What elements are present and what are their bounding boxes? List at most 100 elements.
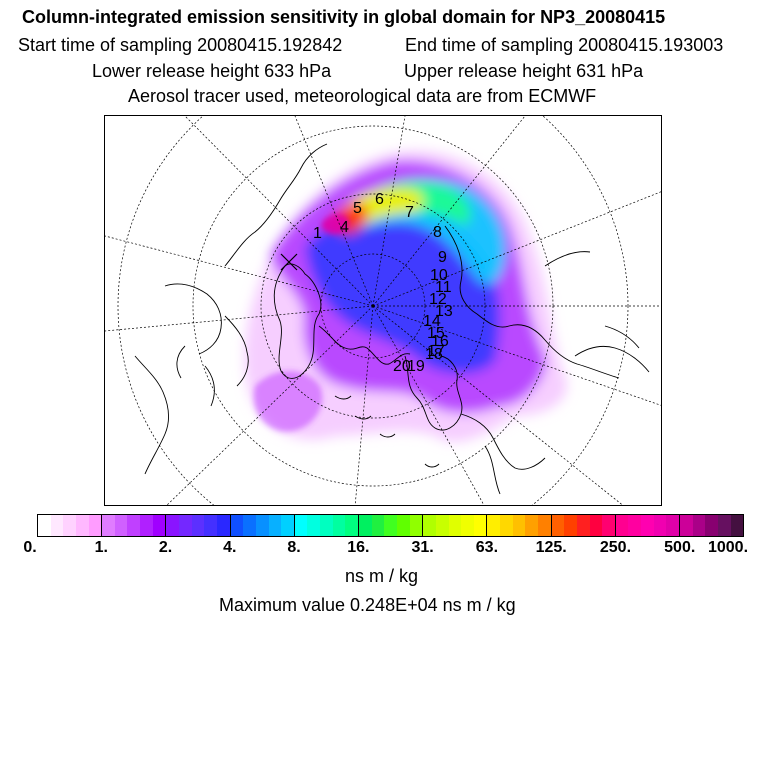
colorbar-swatch (628, 515, 642, 536)
plume-core-magenta (321, 214, 350, 235)
colorbar-swatch (63, 515, 76, 536)
max-value-label: Maximum value 0.248E+04 ns m / kg (219, 595, 516, 615)
colorbar-swatch (268, 515, 282, 536)
coast-north-america-south (134, 355, 170, 475)
colorbar-swatch (358, 515, 372, 536)
colorbar-swatch (564, 515, 577, 536)
traj-label-17: 17 (427, 343, 445, 360)
colorbar (37, 514, 744, 537)
colorbar-tick-label: 250. (599, 539, 632, 556)
colorbar-tick-label: 2. (158, 539, 173, 556)
colorbar-swatch (293, 515, 308, 536)
colorbar-swatch (101, 515, 115, 536)
trajectory-labels: 1 4 5 6 7 8 9 10 11 12 13 14 15 16 17 18… (313, 191, 453, 375)
colorbar-swatch (191, 515, 205, 536)
colorbar-swatch (614, 515, 629, 536)
dateline-marker (280, 253, 298, 271)
coast-small-islands (334, 395, 440, 468)
colorbar-swatch (307, 515, 321, 536)
colorbar-swatch (679, 515, 693, 536)
colorbar-tick-label: 500. (664, 539, 696, 556)
coast-asia-east (544, 251, 650, 373)
coast-europe (460, 413, 546, 495)
map-panel: 1 4 5 6 7 8 9 10 11 12 13 14 15 16 17 18… (104, 115, 662, 506)
traj-label-10: 10 (430, 267, 448, 284)
colorbar-swatch (409, 515, 423, 536)
colorbar-swatch (75, 515, 89, 536)
colorbar-swatch (88, 515, 102, 536)
traj-label-14: 14 (423, 313, 441, 330)
colorbar-swatch (127, 515, 141, 536)
colorbar-swatch (486, 515, 501, 536)
colorbar-swatch (345, 515, 359, 536)
traj-label-16: 16 (431, 333, 449, 350)
lower-height-label: Lower release height 633 hPa (92, 61, 332, 81)
coastlines (134, 143, 650, 495)
colorbar-tick-labels: 0. 1. 2. 4. 8. 16. 31. 63. 125. 250. 500. 1000. (0, 539, 768, 559)
colorbar-units-label: ns m / kg (345, 566, 419, 586)
colorbar-tick-label: 16. (347, 539, 370, 556)
coast-alaska-canada (224, 143, 328, 267)
colorbar-swatch (50, 515, 64, 536)
traj-label-8: 8 (433, 224, 442, 241)
colorbar-swatch (576, 515, 590, 536)
colorbar-swatch (204, 515, 217, 536)
coast-scandinavia (404, 355, 463, 431)
colorbar-swatch (255, 515, 269, 536)
colorbar-swatch (243, 515, 256, 536)
colorbar-swatch (666, 515, 680, 536)
coast-siberia-north (444, 225, 620, 379)
traj-label-1: 1 (313, 225, 322, 242)
traj-label-6: 6 (375, 191, 384, 208)
colorbar-swatch (216, 515, 230, 536)
colorbar-tick-label: 125. (535, 539, 567, 556)
colorbar-swatch (512, 515, 526, 536)
traj-label-15: 15 (427, 325, 445, 342)
colorbar-swatch (500, 515, 513, 536)
tracer-info-label: Aerosol tracer used, meteorological data… (128, 86, 597, 106)
colorbar-swatch (525, 515, 538, 536)
colorbar-swatch (384, 515, 397, 536)
colorbar-swatch (461, 515, 474, 536)
colorbar-swatch (550, 515, 565, 536)
colorbar-swatch (281, 515, 294, 536)
traj-label-9: 9 (438, 249, 447, 266)
colorbar-swatch (422, 515, 436, 536)
colorbar-swatch (152, 515, 166, 536)
colorbar-tick-label: 1. (94, 539, 108, 556)
end-time-label: End time of sampling 20080415.193003 (405, 35, 724, 55)
colorbar-swatch (653, 515, 667, 536)
colorbar-tick-label: 31. (411, 539, 434, 556)
colorbar-tick-label: 0. (23, 539, 37, 556)
colorbar-swatch (730, 515, 744, 536)
colorbar-swatch (114, 515, 128, 536)
colorbar-swatch (396, 515, 410, 536)
colorbar-tick-label: 8. (287, 539, 301, 556)
traj-label-12: 12 (429, 291, 447, 308)
coast-greenland-east (273, 263, 322, 379)
colorbar-swatch (589, 515, 603, 536)
polar-map: 1 4 5 6 7 8 9 10 11 12 13 14 15 16 17 18… (105, 116, 661, 505)
colorbar-tick-label: 1000. (707, 539, 749, 556)
colorbar-swatch (435, 515, 449, 536)
colorbar-swatch (38, 515, 51, 536)
colorbar-swatch (165, 515, 180, 536)
colorbar-swatch (371, 515, 385, 536)
traj-label-11: 11 (435, 279, 452, 296)
map-title: Column-integrated emission sensitivity i… (22, 7, 666, 27)
traj-label-19: 19 (407, 358, 425, 375)
start-time-label: Start time of sampling 20080415.192842 (18, 35, 343, 55)
traj-label-13: 13 (435, 303, 453, 320)
traj-label-4: 4 (340, 219, 349, 236)
graticule-lines (105, 116, 661, 505)
colorbar-swatch (140, 515, 153, 536)
coast-arctic-islands (318, 325, 411, 365)
traj-label-7: 7 (405, 204, 414, 221)
colorbar-swatch (717, 515, 731, 536)
upper-height-label: Upper release height 631 hPa (404, 61, 644, 81)
colorbar-tick-label: 63. (475, 539, 499, 556)
colorbar-swatch (602, 515, 615, 536)
coast-canadian-archipelago (176, 315, 249, 407)
colorbar-swatch (179, 515, 192, 536)
colorbar-swatch (692, 515, 706, 536)
